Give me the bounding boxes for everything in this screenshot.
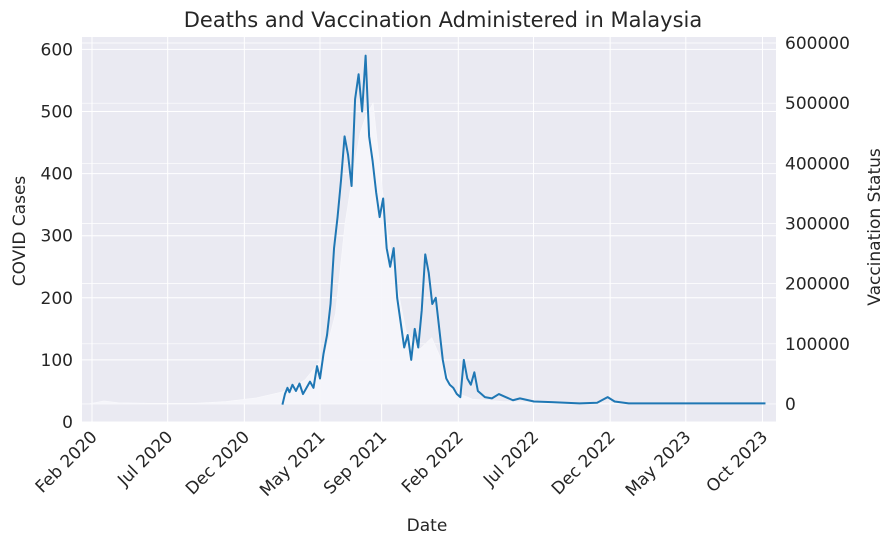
y-tick-label-right: 100000 xyxy=(785,335,850,355)
y-tick-label-left: 200 xyxy=(41,289,73,309)
x-tick-label: Feb 2020 xyxy=(32,427,102,497)
x-tick-label: Jul 2020 xyxy=(113,427,177,491)
y-tick-label-right: 500000 xyxy=(785,94,850,114)
x-tick-label: May 2021 xyxy=(256,427,329,500)
y-tick-label-left: 300 xyxy=(41,227,73,247)
y-tick-label-left: 500 xyxy=(41,103,73,123)
x-tick-label: Jul 2022 xyxy=(479,427,543,491)
y-tick-label-right: 600000 xyxy=(785,34,850,54)
x-tick-label: Dec 2022 xyxy=(548,427,620,499)
x-axis-label: Date xyxy=(407,516,448,536)
y-tick-label-right: 200000 xyxy=(785,275,850,295)
chart-title: Deaths and Vaccination Administered in M… xyxy=(184,8,702,32)
y-tick-label-left: 100 xyxy=(41,351,73,371)
y-tick-label-left: 400 xyxy=(41,165,73,185)
deaths-line-layer xyxy=(281,54,766,405)
grid-horizontal xyxy=(82,42,776,423)
deaths-line xyxy=(281,54,766,405)
y-tick-label-left: 600 xyxy=(41,40,73,60)
x-tick-label: Feb 2022 xyxy=(398,427,468,497)
vaccination-area xyxy=(88,102,766,405)
x-tick-label: Dec 2020 xyxy=(182,427,254,499)
y-tick-labels-left: 0 100 200 300 400 500 600 xyxy=(41,40,73,433)
y-tick-label-right: 300000 xyxy=(785,214,850,234)
y-tick-label-right: 0 xyxy=(785,395,796,415)
y-tick-label-right: 400000 xyxy=(785,154,850,174)
x-tick-label: Oct 2023 xyxy=(703,427,772,496)
x-tick-label: May 2023 xyxy=(622,427,695,500)
y-tick-label-left: 0 xyxy=(62,413,73,433)
vaccination-area-layer xyxy=(88,102,766,405)
x-tick-label: Sep 2021 xyxy=(320,427,391,498)
grid-vertical xyxy=(91,37,763,422)
y-tick-labels-right: 0 100000 200000 300000 400000 500000 600000 xyxy=(785,34,850,415)
y-axis-label-right: Vaccination Status xyxy=(865,148,885,306)
y-axis-label-left: COVID Cases xyxy=(10,176,30,287)
